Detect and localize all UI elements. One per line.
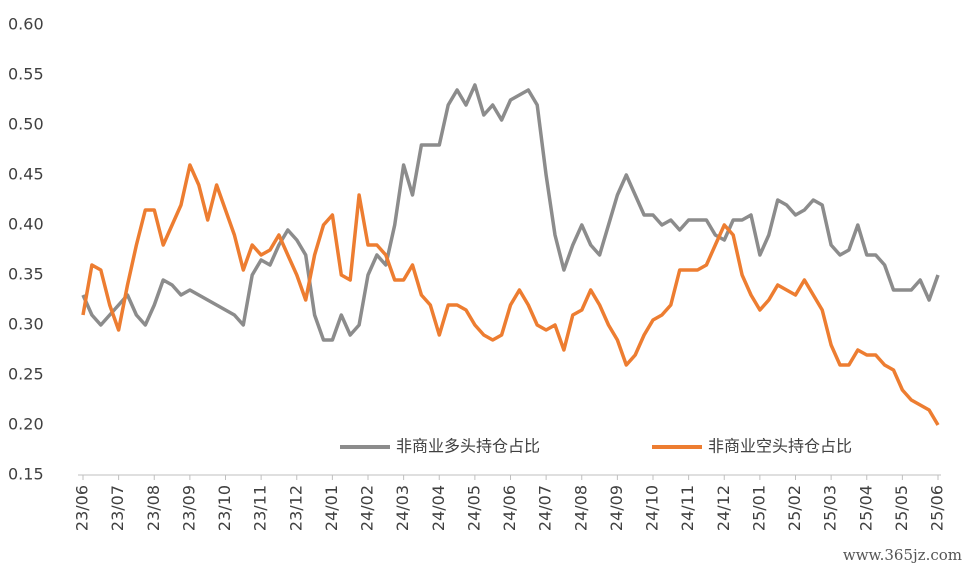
- legend-label: 非商业多头持仓占比: [396, 437, 540, 456]
- x-tick-label: 24/08: [571, 485, 590, 531]
- x-tick-label: 24/07: [536, 485, 555, 531]
- x-tick-label: 23/08: [144, 485, 163, 531]
- x-tick-label: 23/09: [179, 485, 198, 531]
- x-tick-label: 25/03: [821, 485, 840, 531]
- x-tick-label: 24/01: [322, 485, 341, 531]
- x-tick-label: 24/09: [607, 485, 626, 531]
- x-tick-label: 24/03: [393, 485, 412, 531]
- x-tick-label: 24/12: [714, 485, 733, 531]
- series-line: [81, 163, 940, 426]
- x-tick-label: 23/07: [108, 485, 127, 531]
- y-tick-label: 0.40: [8, 215, 44, 234]
- x-tick-label: 23/10: [215, 485, 234, 531]
- y-tick-label: 0.60: [8, 15, 44, 34]
- x-tick-label: 23/12: [286, 485, 305, 531]
- y-tick-label: 0.35: [8, 265, 44, 284]
- x-tick-label: 25/01: [749, 485, 768, 531]
- x-tick-label: 25/05: [892, 485, 911, 531]
- x-tick-label: 25/02: [785, 485, 804, 531]
- y-tick-label: 0.45: [8, 165, 44, 184]
- x-tick-label: 23/06: [73, 485, 92, 531]
- y-tick-label: 0.50: [8, 115, 44, 134]
- y-tick-label: 0.20: [8, 415, 44, 434]
- y-tick-label: 0.25: [8, 365, 44, 384]
- y-tick-label: 0.30: [8, 315, 44, 334]
- x-tick-label: 24/04: [429, 485, 448, 531]
- x-tick-label: 24/05: [464, 485, 483, 531]
- x-tick-label: 24/06: [500, 485, 519, 531]
- x-tick-label: 24/02: [358, 485, 377, 531]
- legend-label: 非商业空头持仓占比: [708, 437, 852, 456]
- x-tick-label: 24/10: [643, 485, 662, 531]
- x-tick-label: 24/11: [678, 485, 697, 531]
- watermark: www.365jz.com: [843, 546, 962, 564]
- y-tick-label: 0.55: [8, 65, 44, 84]
- x-tick-label: 23/11: [251, 485, 270, 531]
- series-line: [81, 83, 940, 342]
- y-tick-label: 0.15: [8, 465, 44, 484]
- x-tick-label: 25/06: [928, 485, 947, 531]
- x-tick-label: 25/04: [856, 485, 875, 531]
